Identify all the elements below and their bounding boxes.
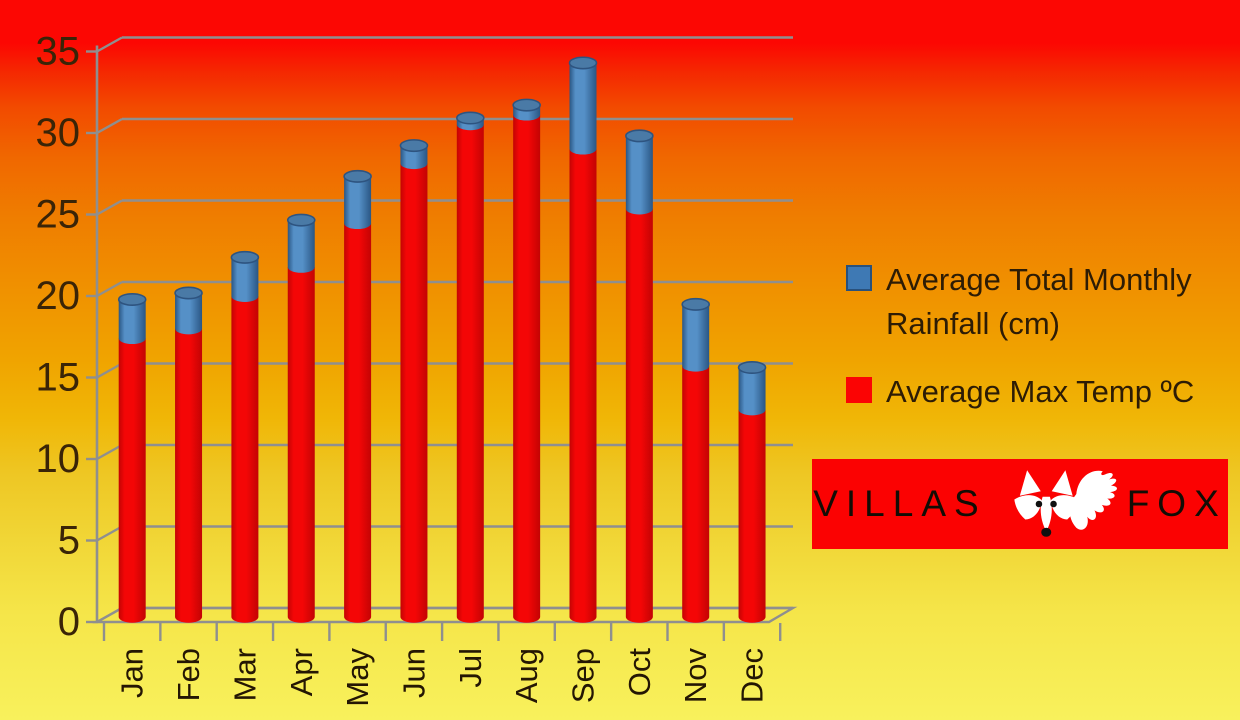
- month-label: Mar: [227, 648, 262, 701]
- villas-fox-logo: VILLAS FOX: [812, 459, 1228, 549]
- rainfall-segment: [400, 145, 428, 170]
- month-label: Aug: [509, 648, 544, 703]
- bar-apr: [286, 213, 316, 623]
- cylinder-top: [625, 129, 654, 143]
- bar-feb: [174, 286, 203, 623]
- cylinder-top: [286, 213, 316, 227]
- temp-segment: [118, 338, 146, 623]
- fox-icon: [1014, 470, 1117, 537]
- temp-segment: [513, 114, 541, 623]
- temp-segment: [400, 163, 428, 623]
- rainfall-segment: [738, 367, 766, 416]
- temp-legend-label: Average Max Temp ºC: [886, 374, 1195, 410]
- month-label: May: [340, 648, 375, 707]
- cylinder-top: [681, 297, 711, 311]
- rainfall-segment: [569, 62, 597, 155]
- temp-segment: [231, 296, 259, 623]
- bar-jul: [455, 111, 485, 623]
- legend-item-temp: Average Max Temp ºC: [846, 370, 1240, 414]
- month-label: Jan: [115, 648, 150, 698]
- temp-segment: [738, 409, 766, 623]
- logo-villas-text: VILLAS: [813, 483, 987, 524]
- cylinder-top: [230, 250, 260, 264]
- bar-jan: [117, 292, 147, 623]
- y-tick-label: 10: [36, 437, 81, 481]
- month-label: Feb: [171, 648, 206, 701]
- bar-oct: [625, 129, 654, 623]
- rainfall-segment: [175, 293, 203, 335]
- bars: [117, 56, 767, 623]
- month-label: Dec: [735, 648, 770, 703]
- bar-aug: [512, 98, 541, 623]
- bar-nov: [681, 297, 711, 623]
- y-tick-label: 20: [36, 274, 81, 318]
- bar-jun: [399, 139, 429, 623]
- month-label: Apr: [284, 648, 319, 696]
- bar-may: [343, 169, 372, 623]
- cylinder-top: [343, 169, 372, 183]
- y-tick-label: 15: [36, 356, 81, 400]
- rainfall-segment: [625, 135, 653, 215]
- rainfall-segment: [118, 299, 146, 345]
- temp-segment: [287, 267, 315, 623]
- bar-sep: [568, 56, 598, 623]
- chart-legend: Average Total Monthly Rainfall (cm) Aver…: [846, 258, 1240, 438]
- cylinder-top: [512, 98, 541, 112]
- cylinder-top: [568, 56, 598, 70]
- rainfall-segment: [231, 257, 259, 302]
- y-tick-label: 25: [36, 193, 81, 237]
- bar-mar: [230, 250, 260, 623]
- y-tick-label: 0: [58, 600, 80, 644]
- x-axis-labels: Jan Feb Mar Apr May Jun Jul Aug Sep Oct Nov Dec: [115, 648, 770, 707]
- y-tick-label: 35: [36, 30, 81, 74]
- cylinder-top: [117, 292, 147, 306]
- month-label: Oct: [622, 648, 657, 697]
- cylinder-top: [455, 111, 485, 125]
- legend-item-rainfall: Average Total Monthly Rainfall (cm): [846, 258, 1240, 346]
- rainfall-segment: [682, 304, 710, 372]
- month-label: Nov: [678, 648, 713, 704]
- rainfall-segment: [344, 176, 372, 230]
- bar-dec: [737, 361, 767, 623]
- temp-segment: [682, 365, 710, 623]
- y-axis-labels: 0 5 10 15 20 25 30 35: [36, 30, 81, 645]
- cylinder-top: [174, 286, 203, 300]
- temp-segment: [175, 328, 203, 623]
- temp-swatch-icon: [846, 377, 872, 404]
- cylinder-top: [737, 361, 767, 375]
- cylinder-top: [399, 139, 429, 153]
- logo-fox-text: FOX: [1126, 483, 1227, 524]
- temp-segment: [456, 124, 484, 623]
- temp-segment: [569, 148, 597, 623]
- chart-floor: [92, 606, 798, 624]
- rainfall-segment: [287, 220, 315, 273]
- month-label: Sep: [566, 648, 601, 703]
- rainfall-swatch-icon: [846, 265, 872, 291]
- y-tick-label: 30: [36, 111, 81, 155]
- month-label: Jul: [453, 648, 488, 688]
- y-tick-label: 5: [58, 519, 80, 563]
- month-label: Jun: [396, 648, 431, 698]
- temp-segment: [344, 223, 372, 623]
- rainfall-legend-label: Average Total Monthly Rainfall (cm): [886, 262, 1192, 342]
- temp-segment: [625, 208, 653, 623]
